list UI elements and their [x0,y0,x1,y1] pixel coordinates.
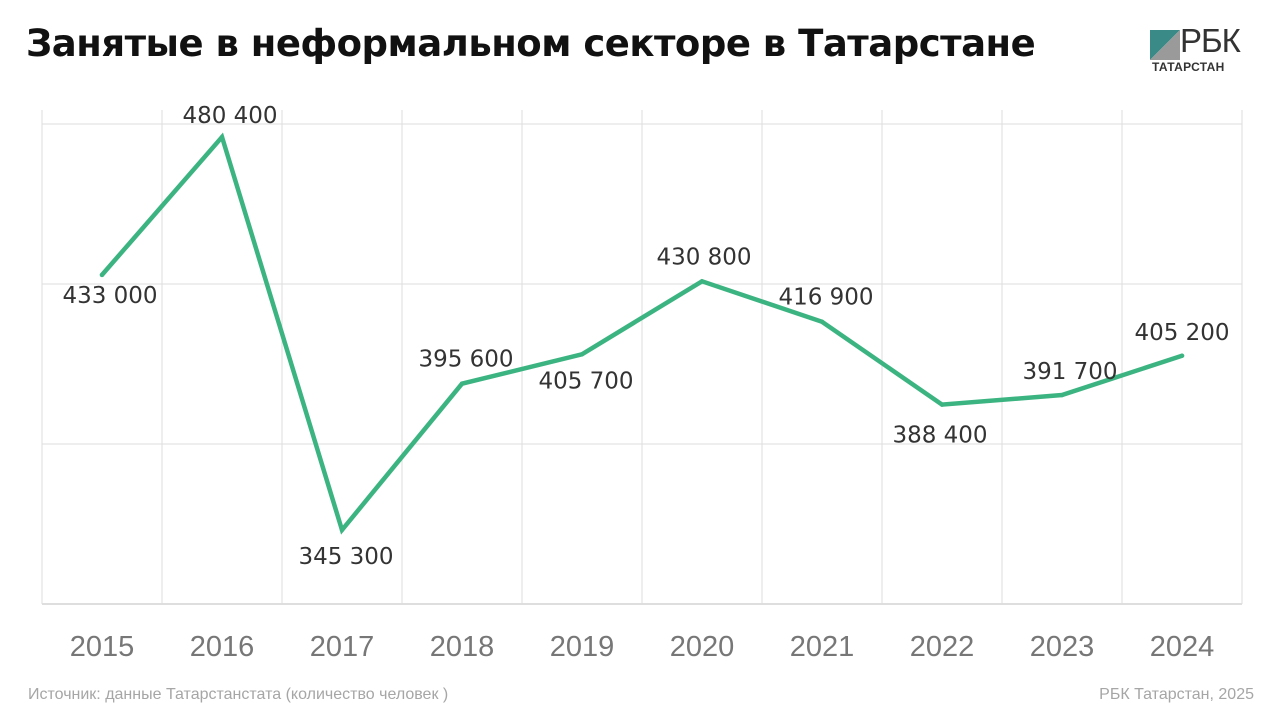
x-tick-label: 2020 [670,631,735,663]
data-point [1059,392,1065,398]
data-point [579,352,585,357]
data-point [1179,353,1185,358]
data-label: 395 600 [418,347,513,373]
data-point [219,134,225,140]
chart-title: Занятые в неформальном секторе в Татарст… [26,22,1036,65]
data-label: 388 400 [892,423,987,449]
data-label: 345 300 [298,544,393,570]
data-point [699,279,705,284]
x-tick-label: 2017 [310,631,375,663]
data-label: 391 700 [1022,359,1117,385]
data-label: 405 700 [538,368,633,394]
logo-name: РБК [1180,22,1241,59]
data-point [99,272,105,278]
data-label: 416 900 [778,285,873,311]
rbc-logo: РБК ТАТАРСТАН [1146,24,1256,76]
data-point [459,381,465,386]
x-tick-label: 2022 [910,631,975,663]
x-tick-label: 2023 [1030,631,1095,663]
data-label: 433 000 [62,283,157,309]
x-tick-label: 2024 [1150,631,1215,663]
data-label: 480 400 [182,103,277,129]
series-line [99,132,1185,535]
rbc-logo-mark-icon [1150,30,1180,60]
data-label: 405 200 [1134,320,1229,346]
data-point [339,527,345,533]
logo-subtitle: ТАТАРСТАН [1152,60,1225,74]
x-tick-label: 2016 [190,631,255,663]
data-point [939,402,945,407]
x-tick-label: 2021 [790,631,855,663]
data-label: 430 800 [656,244,751,270]
source-note: Источник: данные Татарстанстата (количес… [28,686,449,703]
x-tick-label: 2019 [550,631,615,663]
credit-note: РБК Татарстан, 2025 [1099,686,1254,703]
x-tick-label: 2015 [70,631,135,663]
data-point [819,319,825,324]
x-tick-label: 2018 [430,631,495,663]
